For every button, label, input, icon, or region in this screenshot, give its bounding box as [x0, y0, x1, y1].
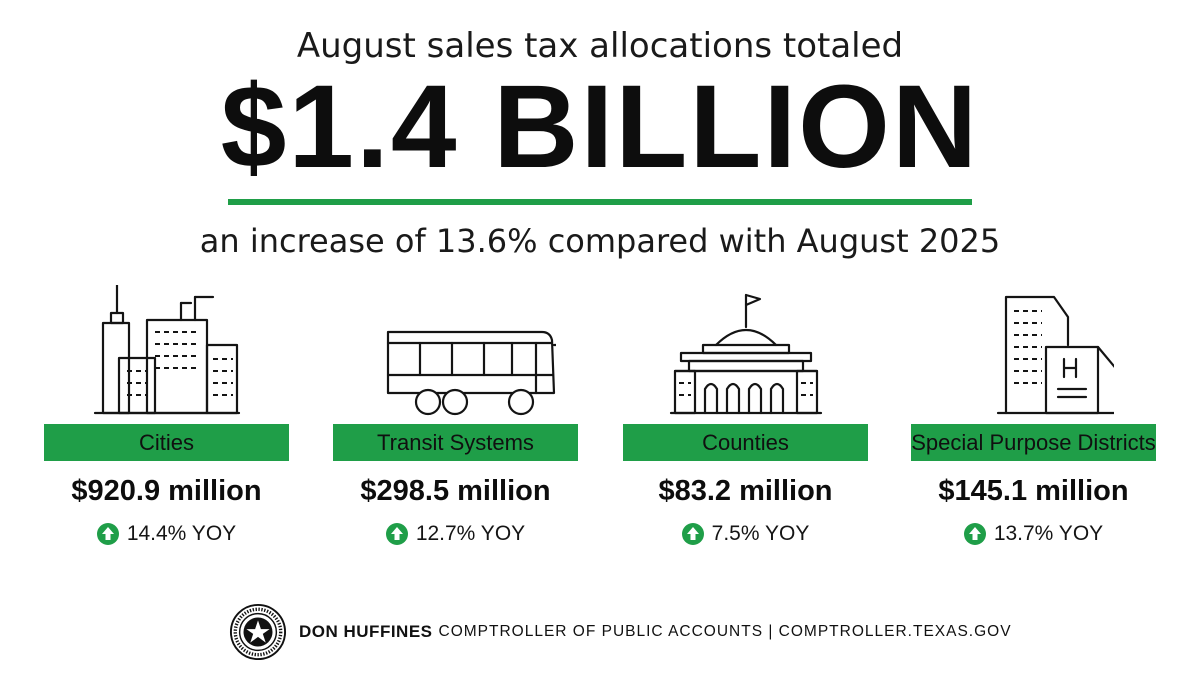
up-arrow-icon: [385, 523, 408, 545]
up-arrow-icon: [96, 523, 119, 545]
yoy-text: 12.7% YOY: [415, 522, 526, 545]
yoy-change: 7.5% YOY: [623, 522, 868, 546]
category-label: Transit Systems: [333, 424, 578, 461]
category-amount: $145.1 million: [938, 475, 1129, 507]
yoy-change: 13.7% YOY: [911, 522, 1156, 546]
city-buildings-icon: [93, 285, 240, 415]
yoy-text: 7.5% YOY: [711, 522, 810, 545]
yoy-change: 14.4% YOY: [44, 522, 289, 546]
category-amount: $298.5 million: [360, 475, 551, 507]
category-label: Cities: [44, 424, 289, 461]
courthouse-icon: [669, 293, 822, 415]
comptroller-org-website: COMPTROLLER OF PUBLIC ACCOUNTS | COMPTRO…: [438, 623, 1012, 640]
category-label: Special Purpose Districts: [911, 424, 1156, 461]
yoy-text: 14.4% YOY: [126, 522, 237, 545]
yoy-change: 12.7% YOY: [333, 522, 578, 546]
category-amount: $920.9 million: [71, 475, 262, 507]
category-transit-systems: Transit Systems $298.5 million 12.7% YOY: [333, 285, 578, 546]
category-amount: $83.2 million: [658, 475, 833, 507]
total-amount: $1.4 BILLION: [220, 61, 980, 193]
up-arrow-icon: [681, 523, 704, 545]
subheadline: an increase of 13.6% compared with Augus…: [199, 222, 1001, 260]
category-counties: Counties $83.2 million 7.5% YOY: [623, 285, 868, 546]
category-special-purpose-districts: Special Purpose Districts $145.1 million…: [911, 285, 1156, 546]
category-cities: Cities $920.9 million 14.4% YOY: [44, 285, 289, 546]
category-label: Counties: [623, 424, 868, 461]
green-divider: [228, 199, 972, 205]
up-arrow-icon: [963, 523, 986, 545]
texas-comptroller-seal-icon: [229, 603, 287, 661]
headline: August sales tax allocations totaled: [296, 26, 904, 66]
yoy-text: 13.7% YOY: [993, 522, 1104, 545]
hospital-building-icon: [996, 295, 1114, 415]
bus-icon: [386, 330, 556, 416]
footer: DON HUFFINES COMPTROLLER OF PUBLIC ACCOU…: [229, 603, 1012, 661]
comptroller-name: DON HUFFINES: [299, 622, 433, 641]
